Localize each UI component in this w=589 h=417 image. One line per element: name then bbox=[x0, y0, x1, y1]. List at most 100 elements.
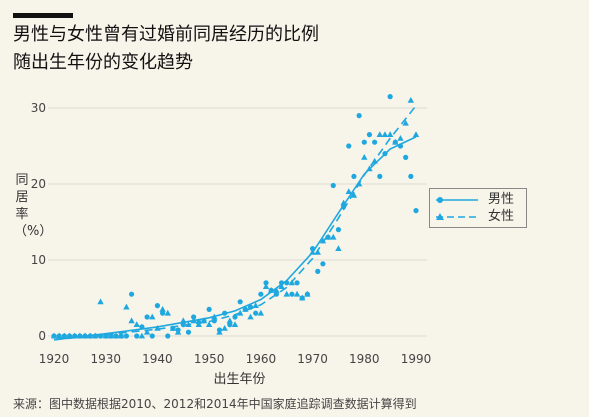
point-female-1970 bbox=[309, 249, 316, 255]
point-female-1923 bbox=[66, 332, 73, 339]
point-female-1961 bbox=[262, 283, 270, 289]
point-female-1982 bbox=[371, 157, 378, 164]
point-male-1971 bbox=[315, 268, 321, 274]
point-female-1978 bbox=[350, 192, 358, 198]
legend-female-symbol bbox=[436, 213, 478, 220]
point-male-1978 bbox=[351, 173, 357, 179]
point-female-1959 bbox=[252, 302, 259, 308]
point-female-1963 bbox=[273, 287, 280, 293]
y-tick-label-10: 10 bbox=[31, 253, 46, 267]
point-female-1986 bbox=[392, 138, 399, 145]
point-male-1945 bbox=[180, 322, 186, 328]
point-male-1929 bbox=[97, 333, 104, 339]
point-female-1971 bbox=[314, 249, 321, 255]
point-male-1972 bbox=[320, 261, 326, 267]
point-female-1927 bbox=[87, 332, 94, 339]
point-male-1967 bbox=[294, 280, 300, 286]
x-tick-label-1930: 1930 bbox=[90, 352, 121, 366]
point-male-1940 bbox=[154, 303, 161, 309]
point-male-1970 bbox=[309, 246, 316, 252]
point-male-1954 bbox=[227, 322, 233, 328]
x-tick-label-1960: 1960 bbox=[246, 352, 277, 366]
point-female-1969 bbox=[304, 290, 311, 297]
y-tick-label-0: 0 bbox=[38, 329, 46, 343]
point-male-1955 bbox=[232, 314, 238, 320]
title-accent-bar bbox=[13, 13, 73, 18]
point-female-1960 bbox=[257, 309, 265, 316]
point-female-1944 bbox=[174, 328, 182, 335]
point-female-1950 bbox=[205, 321, 213, 327]
chart-title-line2: 随出生年份的变化趋势 bbox=[13, 52, 193, 73]
point-female-1941 bbox=[159, 306, 166, 312]
point-female-1975 bbox=[335, 245, 342, 251]
point-female-1952 bbox=[216, 328, 223, 335]
point-male-1979 bbox=[356, 113, 362, 119]
point-male-1939 bbox=[149, 333, 155, 339]
point-female-1946 bbox=[185, 321, 192, 327]
point-male-1937 bbox=[139, 324, 145, 330]
point-male-1983 bbox=[377, 173, 383, 179]
point-female-1947 bbox=[190, 317, 197, 324]
point-female-1921 bbox=[55, 332, 63, 339]
point-male-1951 bbox=[211, 318, 217, 324]
point-male-1990 bbox=[413, 208, 419, 214]
point-female-1955 bbox=[231, 321, 239, 327]
point-male-1985 bbox=[387, 94, 393, 100]
point-female-1939 bbox=[149, 313, 156, 320]
point-female-1988 bbox=[402, 119, 409, 126]
point-male-1961 bbox=[263, 280, 269, 286]
point-female-1929 bbox=[97, 298, 104, 305]
point-male-1975 bbox=[335, 227, 342, 233]
x-tick-label-1950: 1950 bbox=[194, 352, 225, 366]
y-tick-label-30: 30 bbox=[31, 101, 46, 115]
point-male-1976 bbox=[341, 204, 347, 210]
point-male-1946 bbox=[185, 329, 192, 335]
point-male-1974 bbox=[330, 182, 336, 189]
point-male-1966 bbox=[289, 291, 295, 297]
point-male-1934 bbox=[123, 333, 129, 339]
point-male-1963 bbox=[273, 291, 279, 297]
point-male-1950 bbox=[206, 306, 212, 312]
point-male-1964 bbox=[278, 280, 285, 286]
point-female-1922 bbox=[61, 332, 68, 339]
point-female-1928 bbox=[92, 332, 99, 339]
x-tick-label-1940: 1940 bbox=[142, 352, 173, 366]
fit-line-female bbox=[53, 105, 417, 341]
point-male-1982 bbox=[372, 139, 378, 145]
point-female-1984 bbox=[381, 131, 389, 137]
point-female-1951 bbox=[211, 313, 218, 320]
point-male-1941 bbox=[160, 310, 166, 316]
point-male-1938 bbox=[144, 314, 150, 320]
point-male-1984 bbox=[382, 151, 388, 157]
point-female-1940 bbox=[154, 325, 161, 331]
point-female-1930 bbox=[102, 332, 109, 339]
point-male-1988 bbox=[403, 154, 409, 160]
point-male-1987 bbox=[397, 143, 404, 149]
point-female-1936 bbox=[133, 321, 140, 327]
point-female-1989 bbox=[407, 97, 415, 103]
point-female-1966 bbox=[288, 279, 296, 286]
point-male-1959 bbox=[253, 310, 259, 316]
point-female-1932 bbox=[112, 332, 120, 339]
point-female-1976 bbox=[340, 199, 347, 206]
point-female-1973 bbox=[324, 233, 332, 240]
legend-label-female: 女性 bbox=[488, 209, 515, 224]
source-note: 来源：图中数据根据2010、2012和2014年中国家庭追踪调查数据计算得到 bbox=[13, 397, 417, 411]
point-female-1981 bbox=[366, 165, 373, 172]
point-female-1979 bbox=[355, 180, 363, 187]
point-female-1965 bbox=[283, 290, 290, 297]
point-female-1937 bbox=[138, 332, 146, 339]
y-tick-label-20: 20 bbox=[31, 177, 46, 191]
point-female-1964 bbox=[278, 283, 285, 289]
point-female-1954 bbox=[226, 317, 234, 324]
point-female-1942 bbox=[164, 309, 171, 316]
point-female-1948 bbox=[195, 321, 202, 327]
point-female-1934 bbox=[123, 303, 130, 310]
point-male-1980 bbox=[361, 139, 367, 145]
point-female-1926 bbox=[81, 332, 89, 339]
legend-male-symbol bbox=[436, 197, 478, 203]
point-male-1956 bbox=[237, 299, 243, 305]
point-female-1968 bbox=[299, 294, 306, 301]
x-tick-label-1980: 1980 bbox=[349, 352, 380, 366]
point-female-1933 bbox=[118, 332, 125, 339]
